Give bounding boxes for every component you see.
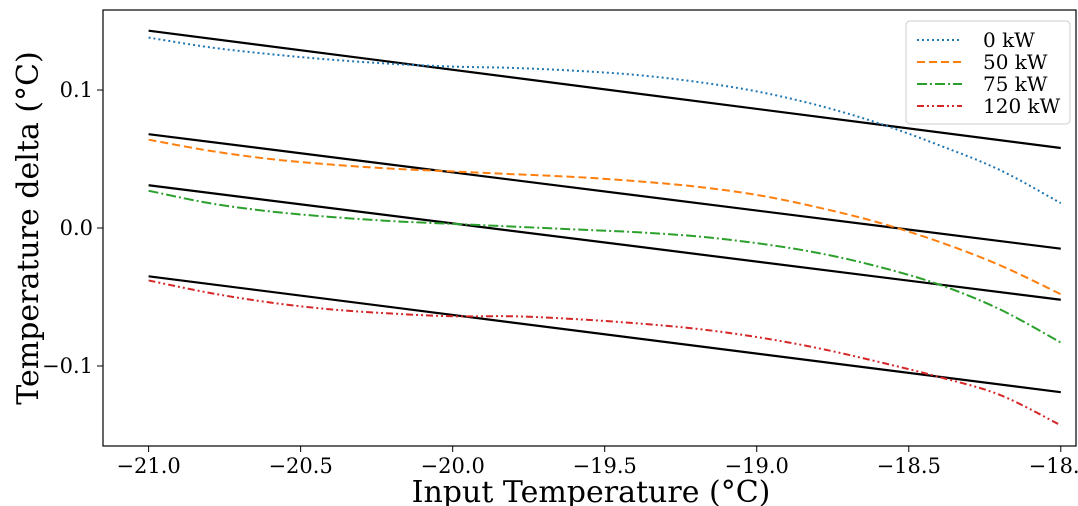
legend-label-3: 120 kW (983, 94, 1061, 118)
fit-line-3 (148, 275, 1061, 394)
legend-label-2: 75 kW (983, 72, 1048, 96)
x-tick-label: −21.0 (116, 454, 180, 478)
x-axis-label: Input Temperature (°C) (412, 475, 771, 506)
fit-line-1 (148, 133, 1061, 250)
legend-box (905, 20, 1071, 125)
fit-line-0 (148, 29, 1061, 150)
y-axis-label: Temperature delta (°C) (11, 51, 46, 404)
x-tick-label: −18.5 (877, 454, 941, 478)
y-tick-label: −0.1 (42, 354, 93, 378)
x-tick-label: −18.0 (1029, 454, 1078, 478)
fit-line-2 (148, 184, 1061, 301)
y-tick-label: 0.1 (60, 78, 93, 102)
x-axis-ticks: −21.0 −20.5 −20.0 −19.5 −19.0 −18.5 −18.0 (116, 446, 1078, 478)
y-tick-label: 0.0 (60, 216, 93, 240)
series-line-1 (148, 138, 1062, 296)
legend-label-0: 0 kW (983, 28, 1035, 52)
series-line-2 (148, 189, 1062, 344)
x-tick-label: −19.5 (573, 454, 637, 478)
legend-label-1: 50 kW (983, 50, 1048, 74)
series-line-3 (148, 279, 1062, 427)
x-tick-label: −20.5 (268, 454, 332, 478)
x-tick-label: −19.0 (725, 454, 789, 478)
x-tick-label: −20.0 (420, 454, 484, 478)
y-axis-ticks: 0.1 0.0 −0.1 (42, 78, 103, 378)
data-curves (148, 36, 1062, 427)
fit-lines (148, 29, 1061, 394)
